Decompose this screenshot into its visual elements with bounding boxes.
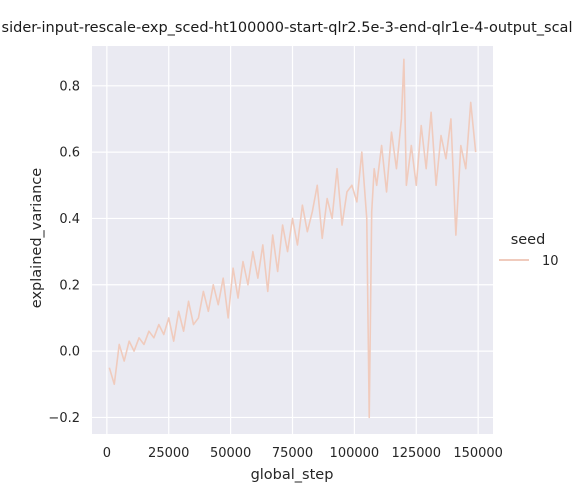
legend: seed 10: [499, 232, 559, 269]
y-axis-label: explained_variance: [29, 168, 45, 308]
x-tick-label: 125000: [391, 446, 441, 461]
y-tick-label: 0.6: [59, 146, 80, 161]
legend-title: seed: [511, 232, 546, 248]
y-tick-label: 0.4: [59, 212, 80, 227]
y-tick-label: −0.2: [48, 411, 80, 426]
chart-title: sider-input-rescale-exp_sced-ht100000-st…: [2, 20, 572, 36]
x-tick-label: 75000: [272, 446, 313, 461]
x-axis-label: global_step: [251, 467, 334, 483]
legend-entry-10: 10: [542, 254, 559, 269]
x-tick-label: 100000: [330, 446, 380, 461]
x-tick-label: 150000: [453, 446, 503, 461]
y-tick-label: 0.0: [59, 345, 80, 360]
series-layer: [108, 58, 477, 419]
x-axis-ticks: 0 25000 50000 75000 100000 125000 150000: [103, 446, 503, 461]
y-axis-ticks: −0.2 0.0 0.2 0.4 0.6 0.8: [48, 79, 80, 426]
x-tick-label: 0: [103, 446, 111, 461]
y-tick-label: 0.2: [59, 278, 80, 293]
y-tick-label: 0.8: [59, 79, 80, 94]
series-line-10: [108, 58, 477, 419]
x-tick-label: 50000: [210, 446, 251, 461]
x-tick-label: 25000: [148, 446, 189, 461]
